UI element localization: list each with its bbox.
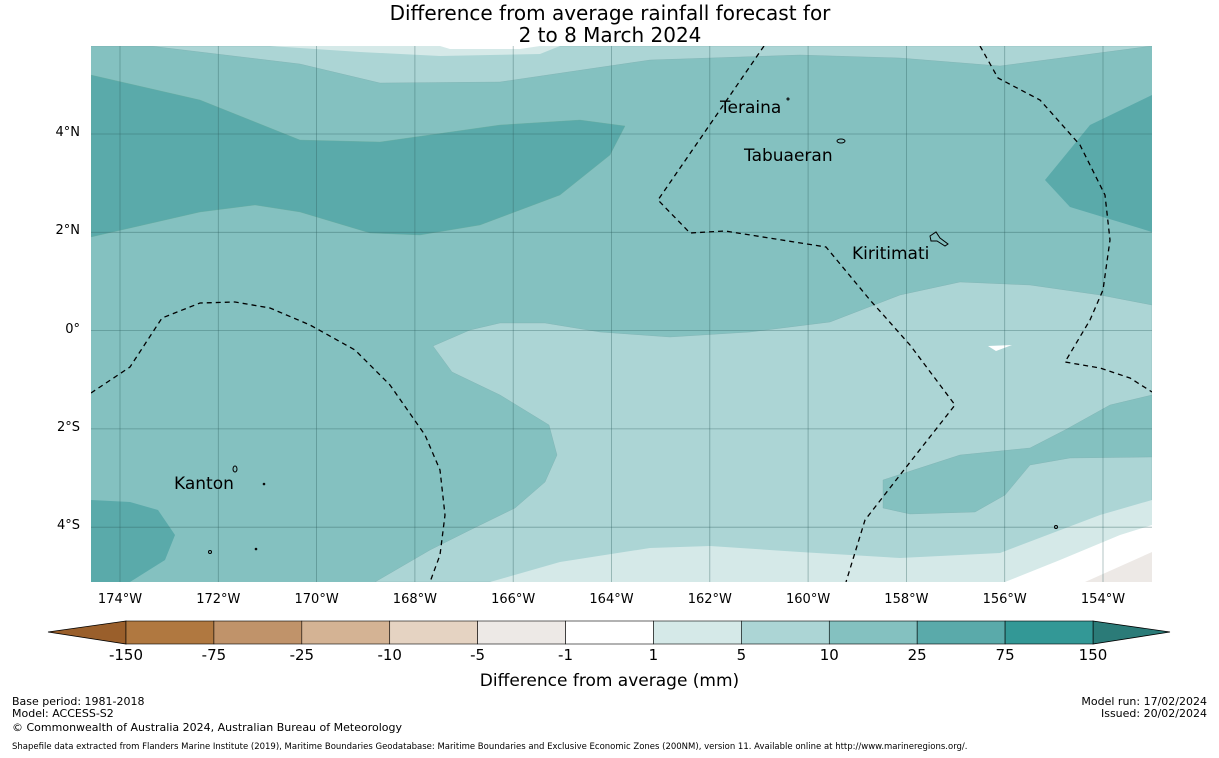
lon-tick-label: 160°W bbox=[786, 592, 831, 607]
colorbar-segment bbox=[301, 620, 391, 645]
contour-25-75-east bbox=[1045, 95, 1152, 232]
colorbar-tick-label: 150 bbox=[1078, 646, 1108, 664]
model-run: Model run: 17/02/2024 bbox=[1081, 695, 1207, 708]
contour-10-25-southeast bbox=[882, 394, 1152, 515]
shapefile-credit: Shapefile data extracted from Flanders M… bbox=[12, 742, 968, 752]
base-period: Base period: 1981-2018 bbox=[12, 695, 145, 708]
lon-tick-label: 168°W bbox=[392, 592, 437, 607]
colorbar-segment bbox=[213, 620, 303, 645]
contour-white-south bbox=[1005, 525, 1152, 582]
eez-boundary-line bbox=[657, 46, 956, 582]
colorbar-segment bbox=[653, 620, 742, 645]
colorbar-tick-label: 75 bbox=[995, 646, 1015, 664]
colorbar-tick-label: -1 bbox=[558, 646, 574, 664]
place-label-kiritimati: Kiritimati bbox=[852, 244, 929, 264]
islands bbox=[208, 97, 1058, 554]
lon-tick-label: 166°W bbox=[491, 592, 536, 607]
contour-5-10-top bbox=[91, 46, 1152, 84]
colorbar-tick-label: 25 bbox=[907, 646, 927, 664]
colorbar-tick-label: 10 bbox=[819, 646, 839, 664]
lat-tick-label: 0° bbox=[65, 321, 80, 337]
contour-white-top bbox=[440, 46, 540, 49]
colorbar-under-triangle bbox=[47, 620, 127, 645]
place-label-kanton: Kanton bbox=[174, 474, 234, 494]
colorbar-label: Difference from average (mm) bbox=[479, 671, 740, 691]
issued-date: Issued: 20/02/2024 bbox=[1100, 707, 1207, 720]
eez-boundaries bbox=[91, 46, 1152, 582]
colorbar-tick-label: -25 bbox=[289, 646, 315, 664]
eez-boundary-line bbox=[979, 46, 1152, 393]
colorbar-tick-label: -150 bbox=[108, 646, 144, 664]
lat-tick-label: 4°N bbox=[55, 125, 81, 140]
colorbar-segment bbox=[389, 620, 478, 645]
contour-1-5-south bbox=[490, 500, 1152, 582]
colorbar-segment bbox=[1004, 620, 1094, 645]
colorbar-segment bbox=[565, 620, 654, 645]
copyright: © Commonwealth of Australia 2024, Austra… bbox=[12, 721, 402, 734]
colorbar-tick-label: 1 bbox=[648, 646, 659, 664]
lon-tick-label: 172°W bbox=[196, 592, 241, 607]
contour-25-75-west bbox=[91, 74, 626, 238]
island bbox=[262, 482, 266, 486]
lon-tick-label: 174°W bbox=[97, 592, 143, 607]
lon-tick-label: 170°W bbox=[294, 592, 339, 607]
contour-white-patch bbox=[988, 345, 1012, 351]
lat-tick-label: 4°S bbox=[56, 518, 80, 534]
lon-tick-label: 154°W bbox=[1080, 592, 1126, 607]
colorbar-segment bbox=[125, 620, 215, 645]
colorbar bbox=[47, 620, 1171, 645]
colorbar-tick-label: -75 bbox=[201, 646, 227, 664]
lon-tick-label: 164°W bbox=[589, 592, 634, 607]
colorbar-tick-label: -10 bbox=[377, 646, 402, 664]
island-kiritimati bbox=[929, 231, 949, 247]
graticule bbox=[91, 46, 1152, 582]
model-name: Model: ACCESS-S2 bbox=[12, 707, 114, 720]
island bbox=[786, 97, 790, 101]
colorbar-segment bbox=[477, 620, 566, 645]
contour-25-75-southwest bbox=[91, 500, 175, 582]
colorbar-segment bbox=[916, 620, 1006, 645]
colorbar-tick-label: 5 bbox=[736, 646, 747, 664]
island bbox=[208, 550, 212, 554]
island-kanton bbox=[232, 465, 238, 473]
map-title-line1: Difference from average rainfall forecas… bbox=[389, 1, 831, 25]
place-label-teraina: Teraina bbox=[719, 98, 781, 118]
contour-neg5-neg1-south bbox=[1085, 552, 1152, 582]
eez-boundary-line bbox=[91, 301, 446, 582]
colorbar-segment bbox=[828, 620, 918, 645]
colorbar-over-triangle bbox=[1092, 620, 1171, 645]
lon-tick-label: 156°W bbox=[982, 592, 1027, 607]
island bbox=[1054, 525, 1058, 529]
island-tabuaeran bbox=[836, 138, 846, 144]
place-label-tabuaeran: Tabuaeran bbox=[743, 146, 833, 166]
lon-tick-label: 158°W bbox=[884, 592, 929, 607]
map-title-line2: 2 to 8 March 2024 bbox=[518, 23, 702, 47]
lat-tick-label: 2°S bbox=[56, 419, 80, 435]
colorbar-tick-label: -5 bbox=[470, 646, 486, 664]
lon-tick-label: 162°W bbox=[687, 592, 732, 607]
lat-tick-label: 2°N bbox=[55, 223, 81, 239]
island bbox=[254, 547, 258, 551]
rainfall-map: Teraina Tabuaeran Kiritimati Kanton bbox=[47, 46, 1171, 645]
colorbar-segment bbox=[741, 620, 830, 645]
